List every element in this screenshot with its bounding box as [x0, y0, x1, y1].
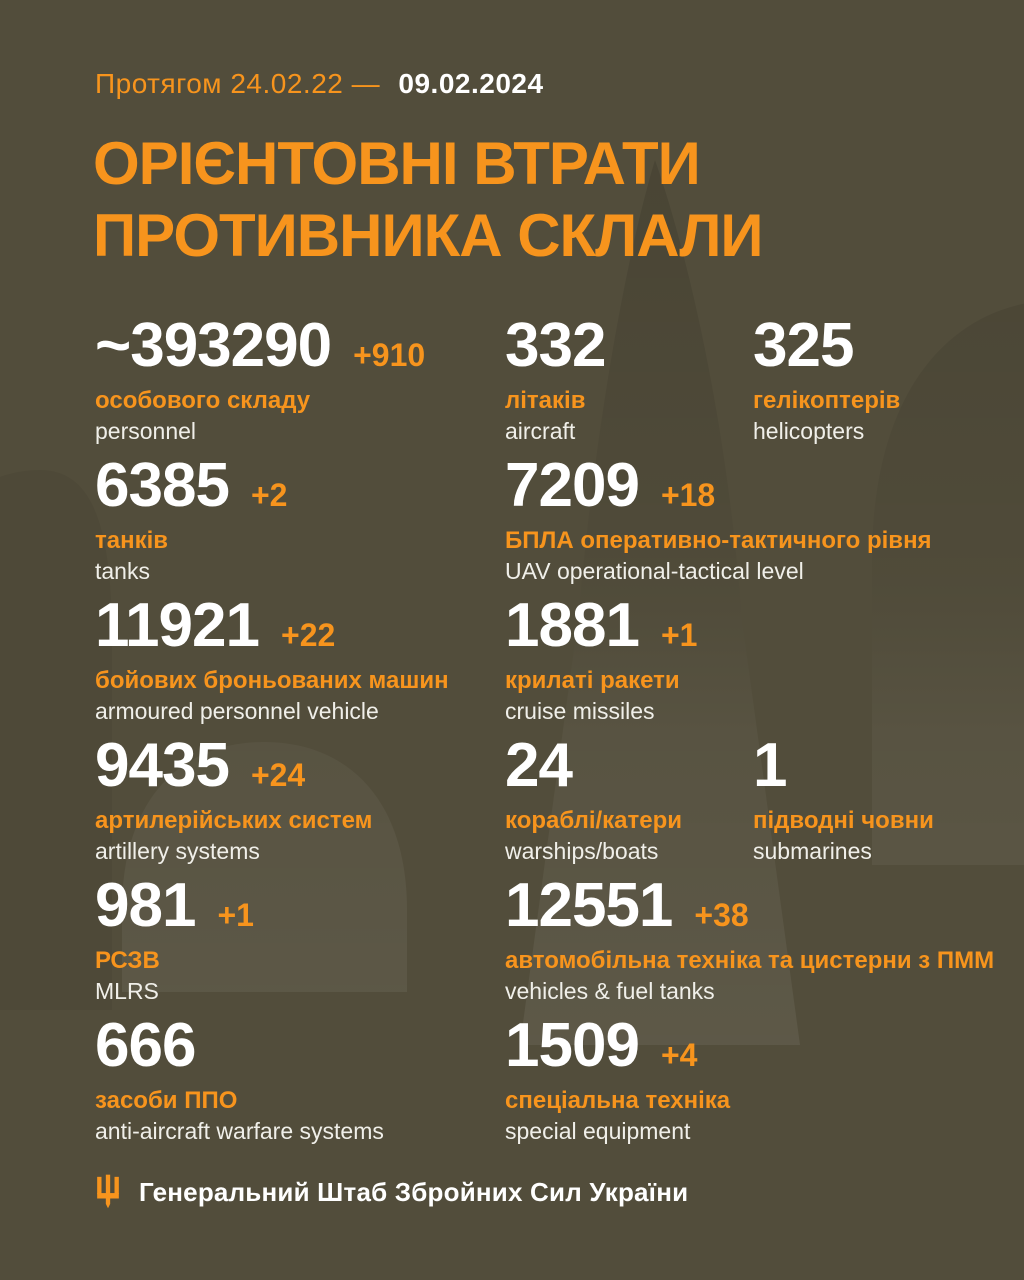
stat-delta: +24: [250, 757, 306, 793]
stat-value: 666: [95, 1011, 196, 1080]
stat-label-ua: особового складу: [95, 387, 311, 414]
stat-delta: +38: [694, 897, 749, 933]
stat-label-en: MLRS: [95, 978, 159, 1004]
page-title: Орієнтовні втрати противника склали: [93, 128, 764, 272]
stat-vehicles-fuel-tanks: 12551 +38 автомобільна техніка та цистерн…: [505, 875, 1015, 1006]
stat-aircraft: 332 літаків aircraft: [505, 315, 735, 446]
stat-label-ua: кораблі/катери: [505, 807, 683, 834]
stat-value: ~393290: [95, 311, 332, 380]
stat-label-en: personnel: [95, 418, 197, 444]
stat-delta: +1: [217, 897, 254, 933]
footer: Генеральний Штаб Збройних Сил України: [95, 1174, 688, 1210]
stat-special-equipment: 1509 +4 спеціальна техніка special equipm…: [505, 1015, 925, 1146]
stat-value: 325: [753, 311, 854, 380]
stat-tanks: 6385 +2 танків tanks: [95, 455, 515, 586]
stat-label-en: cruise missiles: [505, 698, 655, 724]
stat-value: 12551: [505, 871, 673, 940]
stat-label-en: anti-aircraft warfare systems: [95, 1118, 384, 1144]
stat-value: 1: [753, 731, 787, 800]
stat-label-en: artillery systems: [95, 838, 260, 864]
stat-label-ua: артилерійських систем: [95, 807, 373, 834]
stat-delta: +4: [660, 1037, 698, 1073]
stat-label-en: vehicles & fuel tanks: [505, 978, 715, 1004]
stat-value: 332: [505, 311, 606, 380]
stat-label-en: helicopters: [753, 418, 865, 444]
stat-helicopters: 325 гелікоптерів helicopters: [753, 315, 1013, 446]
stat-value: 11921: [95, 591, 260, 660]
stat-delta: +910: [353, 337, 426, 373]
stat-label-ua: літаків: [505, 387, 586, 414]
stat-label-en: warships/boats: [505, 838, 659, 864]
stat-artillery: 9435 +24 артилерійських систем artillery …: [95, 735, 515, 866]
stat-label-ua: спеціальна техніка: [505, 1087, 731, 1114]
stat-label-en: UAV operational-tactical level: [505, 558, 804, 584]
stat-label-en: aircraft: [505, 418, 576, 444]
stat-label-en: submarines: [753, 838, 872, 864]
stat-label-en: armoured personnel vehicle: [95, 698, 379, 724]
stat-delta: +18: [660, 477, 716, 513]
stat-submarines: 1 підводні човни submarines: [753, 735, 1013, 866]
date-range-prefix: Протягом 24.02.22 —: [95, 68, 381, 99]
stat-delta: +22: [281, 617, 336, 653]
date-range: Протягом 24.02.22 — 09.02.2024: [95, 68, 544, 100]
stat-value: 1509: [505, 1011, 640, 1080]
stat-value: 9435: [95, 731, 230, 800]
stat-label-en: tanks: [95, 558, 150, 584]
stat-uav: 7209 +18 БПЛА оперативно-тактичного рівня…: [505, 455, 1005, 586]
stat-delta: +1: [660, 617, 698, 653]
stat-anti-aircraft: 666 засоби ППО anti-aircraft warfare sys…: [95, 1015, 555, 1146]
stat-personnel: ~393290 +910 особового складу personnel: [95, 315, 515, 446]
stat-label-ua: танків: [95, 527, 169, 554]
page-title-line2: противника склали: [93, 202, 764, 269]
stat-label-ua: автомобільна техніка та цистерни з ПММ: [505, 947, 995, 974]
stat-value: 24: [505, 731, 573, 800]
stat-value: 6385: [95, 451, 230, 520]
stat-label-ua: бойових броньованих машин: [95, 667, 449, 694]
stat-warships: 24 кораблі/катери warships/boats: [505, 735, 740, 866]
stat-value: 981: [95, 871, 196, 940]
stat-value: 1881: [505, 591, 640, 660]
stat-label-en: special equipment: [505, 1118, 691, 1144]
stat-value: 7209: [505, 451, 640, 520]
stat-mlrs: 981 +1 РСЗВ MLRS: [95, 875, 515, 1006]
stat-armoured-vehicles: 11921 +22 бойових броньованих машин armou…: [95, 595, 525, 726]
stat-label-ua: крилаті ракети: [505, 667, 680, 694]
trident-icon: [97, 1174, 119, 1209]
stat-cruise-missiles: 1881 +1 крилаті ракети cruise missiles: [505, 595, 925, 726]
stat-delta: +2: [250, 477, 288, 513]
footer-org-name: Генеральний Штаб Збройних Сил України: [139, 1176, 689, 1207]
stat-label-ua: засоби ППО: [95, 1087, 238, 1114]
stat-label-ua: гелікоптерів: [753, 387, 901, 414]
stat-label-ua: БПЛА оперативно-тактичного рівня: [505, 527, 932, 554]
stat-label-ua: підводні човни: [753, 807, 934, 834]
stat-label-ua: РСЗВ: [95, 947, 160, 974]
page-title-line1: Орієнтовні втрати: [93, 130, 701, 197]
date-range-end: 09.02.2024: [398, 68, 544, 99]
